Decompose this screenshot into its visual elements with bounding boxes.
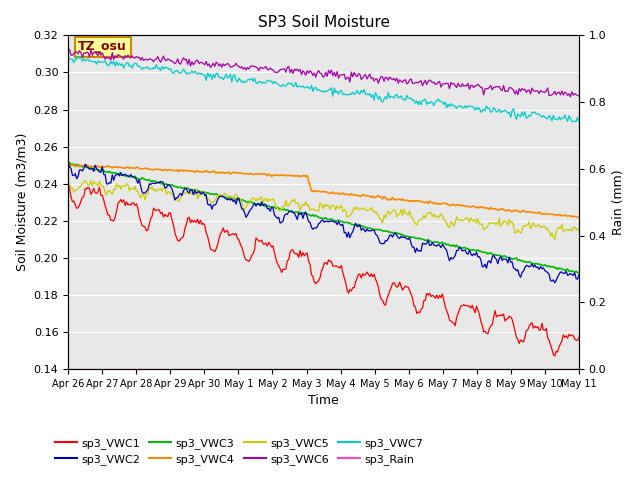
Line: sp3_VWC7: sp3_VWC7 xyxy=(68,56,579,122)
sp3_Rain xyxy=(288,366,296,372)
sp3_VWC1 xyxy=(216,231,224,237)
sp3_Rain xyxy=(216,366,224,372)
sp3_VWC3 xyxy=(575,270,583,276)
sp3_VWC4 xyxy=(573,215,581,220)
sp3_VWC4 xyxy=(64,163,72,168)
sp3_VWC3 xyxy=(235,197,243,203)
sp3_VWC7 xyxy=(289,84,297,89)
sp3_Rain xyxy=(64,366,72,372)
sp3_VWC7 xyxy=(575,119,583,125)
sp3_VWC3 xyxy=(573,270,581,276)
sp3_Rain xyxy=(127,366,134,372)
Line: sp3_VWC4: sp3_VWC4 xyxy=(68,164,579,217)
sp3_VWC5 xyxy=(244,201,252,207)
sp3_VWC7 xyxy=(74,53,82,59)
sp3_VWC1 xyxy=(127,202,134,208)
sp3_VWC3 xyxy=(218,193,226,199)
sp3_VWC6 xyxy=(547,92,554,98)
sp3_VWC4 xyxy=(289,173,297,179)
sp3_VWC4 xyxy=(244,171,252,177)
sp3_VWC7 xyxy=(218,74,226,80)
sp3_Rain xyxy=(575,366,583,372)
sp3_VWC2 xyxy=(288,209,296,215)
sp3_VWC5 xyxy=(64,179,72,185)
sp3_VWC2 xyxy=(551,280,559,286)
sp3_VWC3 xyxy=(244,199,252,205)
sp3_Rain xyxy=(242,366,250,372)
sp3_VWC7 xyxy=(129,65,136,71)
sp3_VWC1 xyxy=(234,236,241,241)
sp3_VWC5 xyxy=(575,228,583,234)
sp3_Rain xyxy=(547,366,554,372)
sp3_VWC5 xyxy=(548,230,556,236)
sp3_VWC2 xyxy=(216,193,224,199)
sp3_VWC1 xyxy=(547,342,554,348)
sp3_VWC7 xyxy=(244,77,252,83)
sp3_VWC6 xyxy=(575,93,583,98)
sp3_VWC2 xyxy=(575,272,583,277)
sp3_VWC1 xyxy=(288,247,296,253)
Title: SP3 Soil Moisture: SP3 Soil Moisture xyxy=(257,15,390,30)
sp3_VWC6 xyxy=(216,61,224,67)
sp3_VWC4 xyxy=(548,212,556,217)
Y-axis label: Soil Moisture (m3/m3): Soil Moisture (m3/m3) xyxy=(15,133,28,271)
sp3_VWC5 xyxy=(551,237,559,242)
sp3_VWC1 xyxy=(242,257,250,263)
sp3_Rain xyxy=(234,366,241,372)
sp3_VWC2 xyxy=(127,172,134,178)
sp3_VWC2 xyxy=(234,195,241,201)
sp3_VWC5 xyxy=(129,185,136,191)
sp3_VWC5 xyxy=(235,196,243,202)
sp3_VWC3 xyxy=(129,174,136,180)
sp3_VWC1 xyxy=(64,181,72,187)
sp3_VWC1 xyxy=(551,353,559,359)
sp3_VWC6 xyxy=(242,67,250,73)
sp3_VWC5 xyxy=(81,178,89,183)
sp3_VWC4 xyxy=(575,214,583,219)
sp3_VWC6 xyxy=(288,67,296,72)
sp3_VWC3 xyxy=(66,159,74,165)
sp3_VWC2 xyxy=(64,159,72,165)
Line: sp3_VWC1: sp3_VWC1 xyxy=(68,184,579,356)
sp3_VWC6 xyxy=(234,63,241,69)
sp3_VWC4 xyxy=(129,165,136,171)
sp3_VWC4 xyxy=(68,161,76,167)
Y-axis label: Rain (mm): Rain (mm) xyxy=(612,169,625,235)
sp3_VWC7 xyxy=(235,75,243,81)
X-axis label: Time: Time xyxy=(308,395,339,408)
Line: sp3_VWC5: sp3_VWC5 xyxy=(68,180,579,240)
sp3_VWC3 xyxy=(64,161,72,167)
sp3_VWC6 xyxy=(64,46,72,52)
sp3_VWC6 xyxy=(566,94,574,100)
Line: sp3_VWC2: sp3_VWC2 xyxy=(68,162,579,283)
sp3_VWC3 xyxy=(548,264,556,270)
sp3_VWC6 xyxy=(127,55,134,61)
Line: sp3_VWC6: sp3_VWC6 xyxy=(68,49,579,97)
Text: TZ_osu: TZ_osu xyxy=(78,40,127,53)
sp3_VWC2 xyxy=(547,278,554,284)
sp3_VWC2 xyxy=(242,215,250,220)
sp3_VWC7 xyxy=(64,54,72,60)
Line: sp3_VWC3: sp3_VWC3 xyxy=(68,162,579,273)
sp3_VWC5 xyxy=(218,194,226,200)
sp3_VWC3 xyxy=(289,209,297,215)
sp3_VWC4 xyxy=(235,170,243,176)
sp3_VWC7 xyxy=(548,118,556,124)
sp3_VWC1 xyxy=(575,334,583,340)
sp3_VWC5 xyxy=(289,198,297,204)
sp3_VWC4 xyxy=(218,170,226,176)
Legend: sp3_VWC1, sp3_VWC2, sp3_VWC3, sp3_VWC4, sp3_VWC5, sp3_VWC6, sp3_VWC7, sp3_Rain: sp3_VWC1, sp3_VWC2, sp3_VWC3, sp3_VWC4, … xyxy=(51,433,428,469)
